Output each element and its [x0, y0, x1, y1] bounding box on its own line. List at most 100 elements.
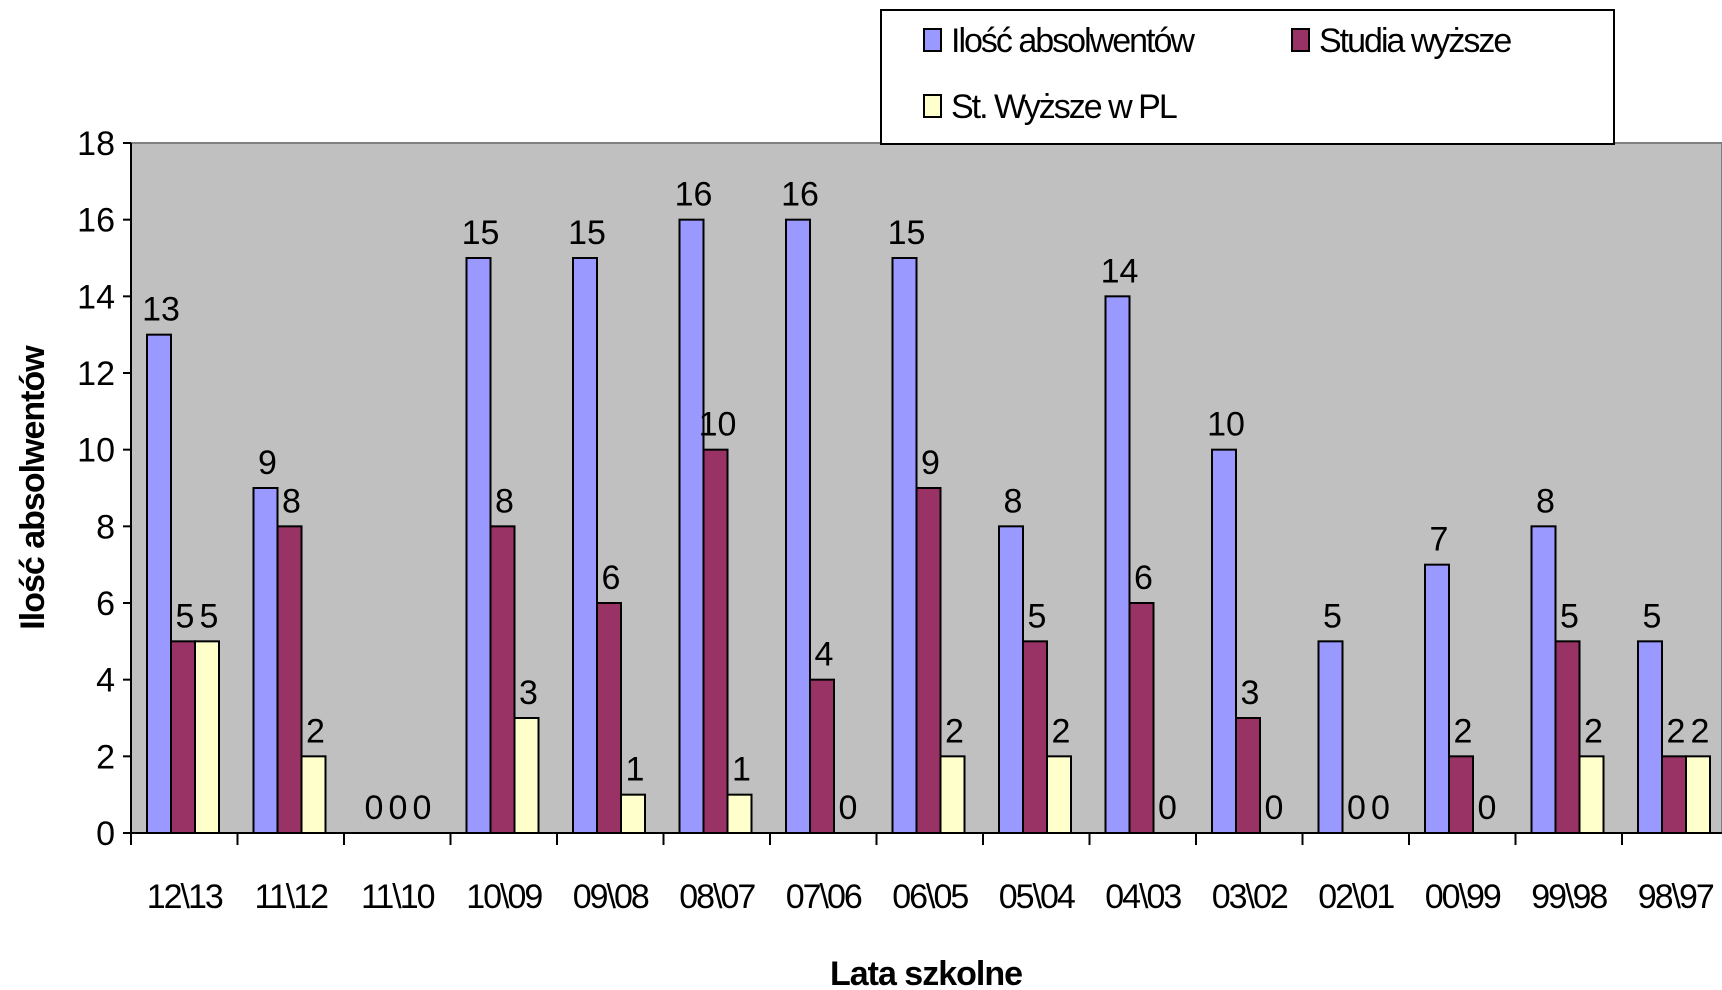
bar: [276, 525, 303, 834]
data-label: 2: [1691, 712, 1710, 750]
x-tick-label: 04\03: [1105, 878, 1181, 916]
data-label: 5: [1028, 597, 1047, 635]
bar: [939, 755, 966, 834]
bar: [1235, 717, 1261, 834]
data-label: 15: [888, 214, 926, 252]
data-label: 0: [839, 789, 858, 827]
legend-label: Studia wyższe: [1319, 22, 1511, 60]
bar: [465, 257, 492, 834]
data-label: 14: [1101, 252, 1139, 290]
bars: [146, 218, 1711, 835]
bar: [252, 487, 279, 834]
x-tick-label: 98\97: [1638, 878, 1714, 916]
data-label: 6: [1134, 559, 1153, 597]
x-tick-label: 10\09: [466, 878, 542, 916]
legend-swatch: [1291, 28, 1310, 52]
data-label: 15: [568, 214, 606, 252]
x-axis: 12\13 11\12 11\10 10\09 09\08 08\07 07\06 06\05…: [130, 832, 1722, 916]
bar: [998, 525, 1024, 834]
data-label: 8: [1536, 482, 1555, 520]
legend-swatch: [923, 94, 942, 118]
bar: [1424, 563, 1450, 835]
legend-label: Ilość absolwentów: [951, 22, 1195, 60]
x-tick-label: 12\13: [147, 878, 223, 916]
y-tick-label: 10: [77, 432, 115, 470]
x-tick-label: 07\06: [786, 878, 862, 916]
x-tick-label: 00\99: [1425, 878, 1501, 916]
data-label: 10: [699, 406, 737, 444]
data-label: 0: [1158, 789, 1177, 827]
data-label: 3: [519, 674, 538, 712]
data-label: 2: [306, 712, 325, 750]
y-axis: 0 2 4 6 8 10 12 14 16 18: [77, 125, 132, 853]
data-label: 9: [921, 444, 940, 482]
data-label: 6: [602, 559, 621, 597]
bar: [702, 448, 729, 834]
x-tick-label: 05\04: [999, 878, 1075, 916]
data-label: 4: [815, 636, 834, 674]
data-label: 16: [781, 176, 819, 214]
y-tick-label: 6: [96, 585, 115, 623]
data-label: 2: [1584, 712, 1603, 750]
y-tick-label: 18: [77, 125, 115, 163]
bar: [1448, 755, 1474, 834]
data-label: 0: [389, 789, 408, 827]
x-axis-title: Lata szkolne: [830, 955, 1022, 990]
data-label: 10: [1207, 406, 1245, 444]
bar: [1211, 448, 1237, 834]
data-label: 1: [732, 751, 751, 789]
bar: [596, 602, 622, 834]
bar: [1530, 525, 1557, 834]
data-label: 5: [200, 597, 219, 635]
data-label: 0: [1478, 789, 1497, 827]
data-label: 8: [282, 482, 301, 520]
bar: [1554, 640, 1581, 834]
bar: [489, 525, 516, 834]
x-tick-label: 11\12: [254, 878, 328, 916]
bar: [1578, 755, 1605, 834]
x-tick-label: 99\98: [1531, 878, 1607, 916]
bar: [620, 793, 646, 835]
data-label: 5: [176, 597, 195, 635]
x-tick-label: 03\02: [1212, 878, 1288, 916]
data-label: 1: [626, 751, 645, 789]
data-label: 2: [945, 712, 964, 750]
data-label: 5: [1560, 597, 1579, 635]
x-tick-label: 11\10: [361, 878, 435, 916]
legend-box: [880, 9, 1615, 145]
data-label: 0: [1347, 789, 1366, 827]
data-label: 5: [1323, 597, 1342, 635]
data-label: 7: [1430, 521, 1449, 559]
y-tick-label: 12: [77, 355, 115, 393]
data-label: 3: [1241, 674, 1260, 712]
data-label: 5: [1643, 597, 1662, 635]
legend-label: St. Wyższe w PL: [951, 88, 1177, 126]
bar: [572, 257, 598, 834]
y-tick-label: 14: [77, 278, 115, 316]
y-axis-title: Ilość absolwentów: [14, 345, 52, 630]
data-label: 0: [365, 789, 384, 827]
data-label: 2: [1454, 712, 1473, 750]
data-label: 2: [1667, 712, 1686, 750]
bar: [513, 717, 540, 834]
x-tick-label: 06\05: [892, 878, 968, 916]
data-label: 0: [413, 789, 432, 827]
bar: [1046, 755, 1072, 834]
bar: [146, 333, 172, 834]
y-axis-title-group: Ilość absolwentów: [14, 345, 52, 630]
data-label: 13: [142, 291, 180, 329]
y-tick-label: 0: [96, 815, 115, 853]
x-tick-label: 09\08: [573, 878, 649, 916]
bar: [300, 755, 327, 834]
data-label: 16: [675, 176, 713, 214]
bar: [1104, 295, 1131, 835]
bar: [1685, 755, 1711, 834]
bar: [915, 487, 942, 834]
data-label: 0: [1265, 789, 1284, 827]
data-label: 8: [1004, 482, 1023, 520]
bar: [1317, 640, 1344, 834]
bar: [678, 218, 705, 834]
bar: [194, 640, 220, 834]
y-tick-label: 4: [96, 662, 115, 700]
